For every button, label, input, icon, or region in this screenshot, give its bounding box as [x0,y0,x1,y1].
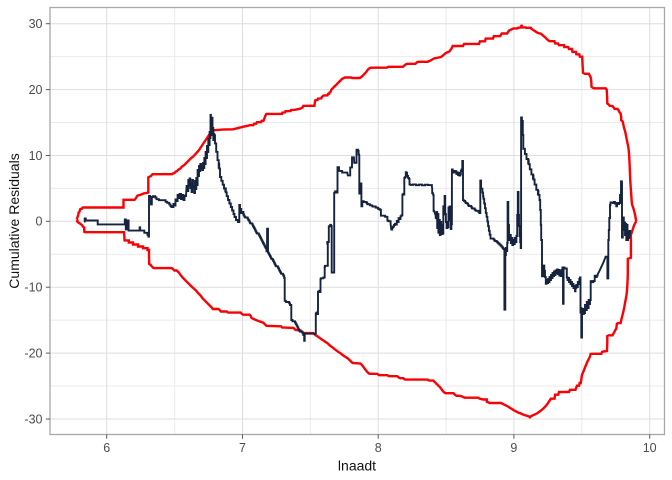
svg-text:6: 6 [103,441,110,455]
svg-text:lnaadt: lnaadt [338,458,376,474]
svg-text:7: 7 [239,441,246,455]
svg-text:-30: -30 [24,412,42,426]
svg-text:8: 8 [375,441,382,455]
svg-text:10: 10 [643,441,657,455]
svg-text:-10: -10 [24,281,42,295]
svg-text:Cumulative Residuals: Cumulative Residuals [6,153,22,288]
svg-text:9: 9 [510,441,517,455]
svg-text:20: 20 [29,83,43,97]
svg-text:10: 10 [29,149,43,163]
svg-text:-20: -20 [24,346,42,360]
svg-text:0: 0 [36,215,43,229]
svg-text:30: 30 [29,17,43,31]
